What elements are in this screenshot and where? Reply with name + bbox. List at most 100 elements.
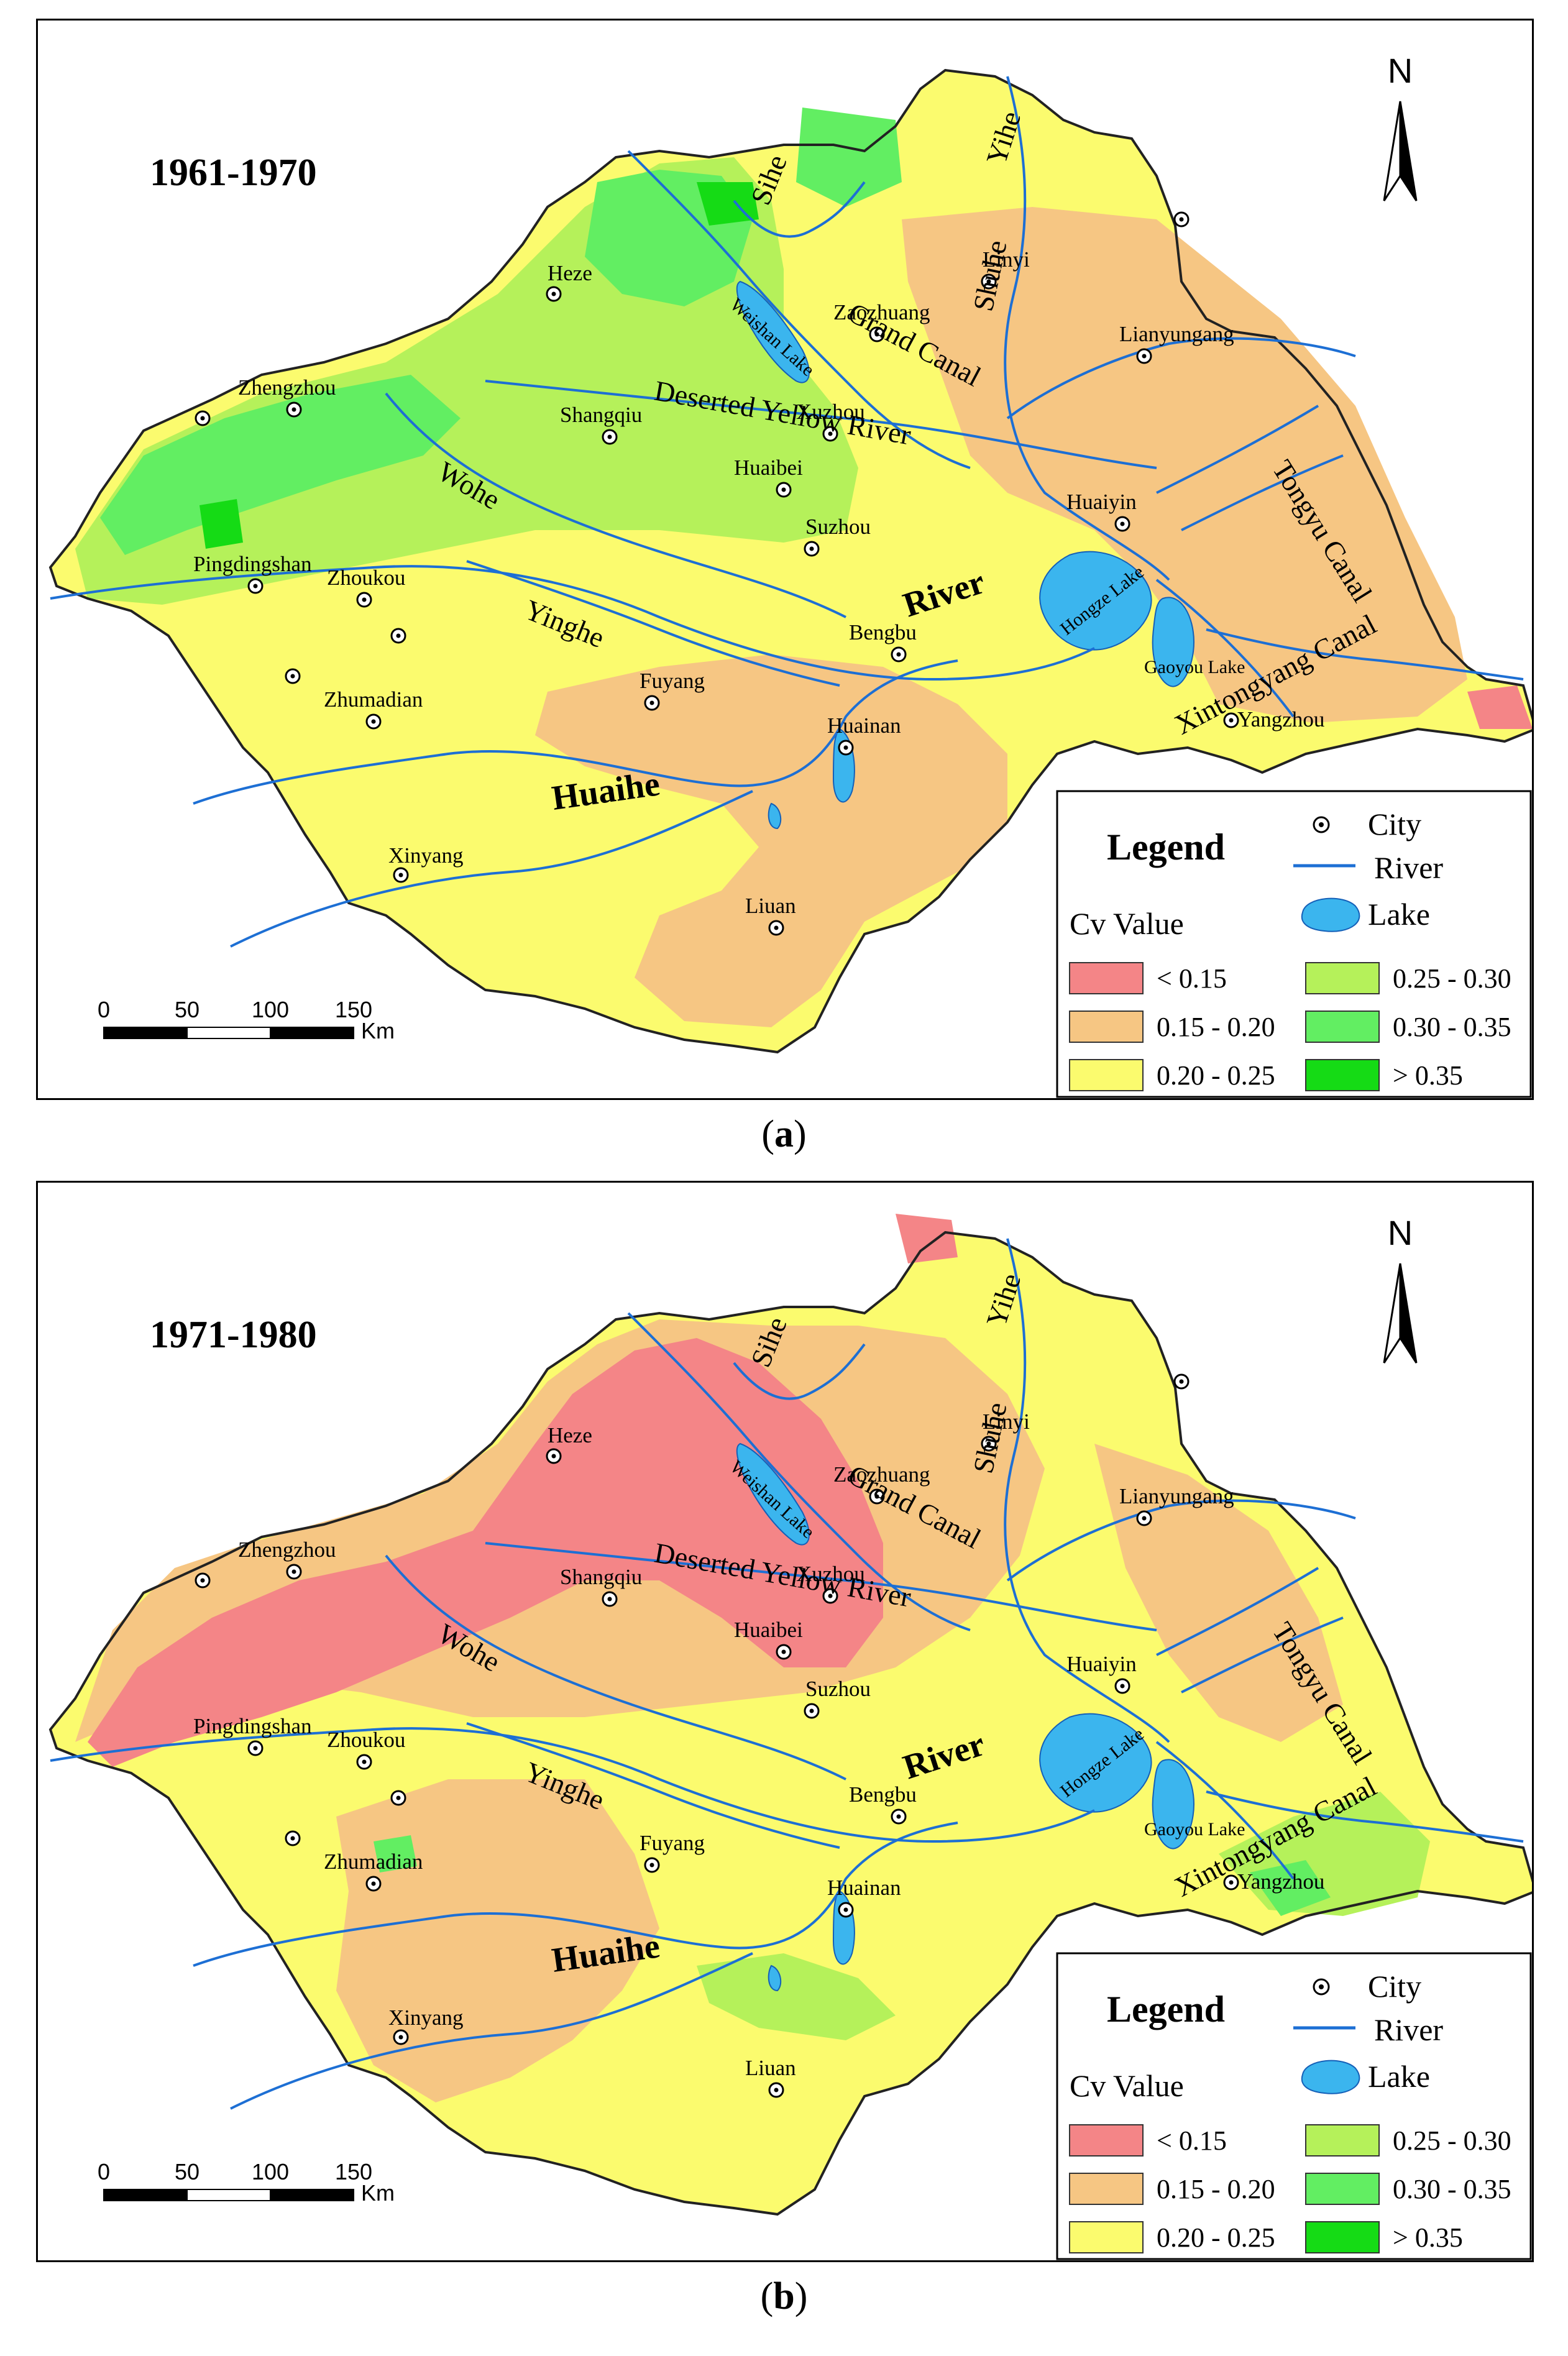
cv-zones <box>50 1214 1532 2214</box>
legend-swatch <box>1069 2221 1144 2253</box>
city-label: Shangqiu <box>560 1565 642 1589</box>
city-icon-dot <box>1319 822 1324 827</box>
cv-zone-cv_lt_015 <box>88 1338 883 1767</box>
city-icon-dot <box>874 332 879 337</box>
city-marker: Liuan <box>745 2056 796 2098</box>
city-marker: Huaibei <box>734 456 803 498</box>
cv-zone-cv_030_035 <box>374 1835 417 1872</box>
city-label: Pingdingshan <box>193 1714 312 1738</box>
scale-tick: 50 <box>175 2159 199 2184</box>
river-line <box>1004 76 1170 581</box>
city-icon-dot <box>649 1863 654 1868</box>
scale-segment <box>270 1027 354 1039</box>
cv-zone-cv_lt_015 <box>1467 685 1532 729</box>
north-arrow-right <box>1399 1263 1418 1364</box>
legend-river-label: River <box>1374 2012 1443 2047</box>
north-label: N <box>1388 51 1413 90</box>
city-label: Suzhou <box>805 515 871 539</box>
legend-class-label: < 0.15 <box>1157 2125 1227 2156</box>
city-label: Zhengzhou <box>238 375 336 400</box>
city-icon-dot <box>551 291 556 296</box>
river-line <box>733 1343 866 1400</box>
cv-zone-cv_025_030 <box>697 1953 896 2040</box>
lake-label: Gaoyou Lake <box>1144 657 1245 677</box>
city-label: Xuzhou <box>796 1562 865 1586</box>
city-icon-dot <box>291 1569 296 1574</box>
legend-river-label: River <box>1374 850 1443 885</box>
period-title: 1971-1980 <box>150 1314 317 1356</box>
river-line <box>1181 454 1344 531</box>
legend-class-label: 0.15 - 0.20 <box>1157 1012 1275 1042</box>
cv-zones <box>50 70 1532 1052</box>
legend-subtitle: Cv Value <box>1070 906 1184 941</box>
city-label: Heze <box>548 261 592 285</box>
river-line <box>385 392 846 618</box>
map-panel-b: Heze Linyi Zaozhuang Lianyungang Zhengzhou Sh… <box>36 1181 1534 2262</box>
north-arrow-left <box>1383 1263 1401 1364</box>
city-label: Liuan <box>745 2056 796 2080</box>
city-label: Yangzhou <box>1237 1869 1324 1894</box>
city-marker: Zhengzhou <box>238 375 336 418</box>
city-icon-dot <box>200 416 205 421</box>
city-icon-dot <box>1120 521 1125 526</box>
city-label: Zaozhuang <box>833 1462 930 1487</box>
lakes <box>736 1442 1195 1992</box>
cv-zone-cv_030_035 <box>100 375 461 555</box>
city-label: Liuan <box>745 894 796 918</box>
scale-unit: Km <box>361 1018 395 1043</box>
river-line <box>385 1554 846 1781</box>
city-marker: Xuzhou <box>796 400 865 442</box>
city-label: Yangzhou <box>1237 707 1324 731</box>
city-marker: Pingdingshan <box>193 552 312 594</box>
city-label: Lianyungang <box>1119 1484 1234 1508</box>
scale-tick: 50 <box>175 997 199 1022</box>
city-marker: Suzhou <box>804 515 871 557</box>
city-label: Bengbu <box>849 620 917 644</box>
river-line <box>1206 1790 1524 1843</box>
legend: Legend Cv Value City River Lake < 0.15 0.15 - … <box>1056 1952 1532 2260</box>
legend-class-label: 0.30 - 0.35 <box>1393 1012 1511 1042</box>
city-label: Huaibei <box>734 1618 803 1642</box>
city-marker: Yangzhou <box>1223 1869 1324 1894</box>
city-marker: Xinyang <box>388 2005 464 2045</box>
city-icon-dot <box>774 925 779 930</box>
city-marker: Huaiyin <box>1066 490 1137 532</box>
city-marker: Heze <box>546 261 592 302</box>
city-icon-dot <box>607 434 612 439</box>
city-label: Xinyang <box>388 2005 464 2030</box>
city-icon-dot <box>986 1441 991 1446</box>
lake-shape <box>768 1964 782 1992</box>
cv-zone-cv_030_035 <box>796 108 902 207</box>
city-label: Lianyungang <box>1119 322 1234 346</box>
city-icon-dot <box>843 1907 848 1912</box>
city-marker: Zhengzhou <box>238 1538 336 1580</box>
city-icon-dot <box>828 431 833 436</box>
city-icon-dot <box>781 487 786 492</box>
city-marker: Linyi <box>981 1409 1030 1452</box>
city-icon-dot <box>874 1494 879 1499</box>
scale-segment <box>186 1027 271 1039</box>
north-arrow-icon: N <box>1383 1213 1418 1364</box>
north-arrow-right <box>1399 101 1418 201</box>
city-marker: Zhumadian <box>324 1850 423 1892</box>
city-icon-dot <box>290 674 295 679</box>
cities: Heze Linyi Zaozhuang Lianyungang Zhengzhou Sh… <box>193 1373 1324 2098</box>
lake-shape <box>1039 551 1152 651</box>
city-label: Fuyang <box>640 669 705 693</box>
legend-box <box>1056 1952 1532 2260</box>
city-marker: Fuyang <box>640 669 705 711</box>
legend-swatch <box>1069 1011 1144 1043</box>
legend-class-label: 0.15 - 0.20 <box>1157 2174 1275 2204</box>
city-icon-dot <box>253 584 258 589</box>
city-marker: Bengbu <box>849 1782 917 1825</box>
map-canvas: Heze Linyi Zaozhuang Lianyungang Zhengzhou Sh… <box>48 1213 1532 2260</box>
lake-shape <box>736 280 810 383</box>
city-label: Pingdingshan <box>193 552 312 576</box>
lake-shape <box>1039 1713 1152 1813</box>
legend-class-label: > 0.35 <box>1393 2222 1463 2253</box>
scale-tick: 100 <box>252 997 289 1022</box>
city-icon-dot <box>828 1593 833 1598</box>
rivers <box>50 76 1524 948</box>
caption-a: (a) <box>761 1113 807 1155</box>
map-canvas: Heze Linyi Zaozhuang Lianyungang Zhengzhou Sh… <box>48 51 1532 1098</box>
